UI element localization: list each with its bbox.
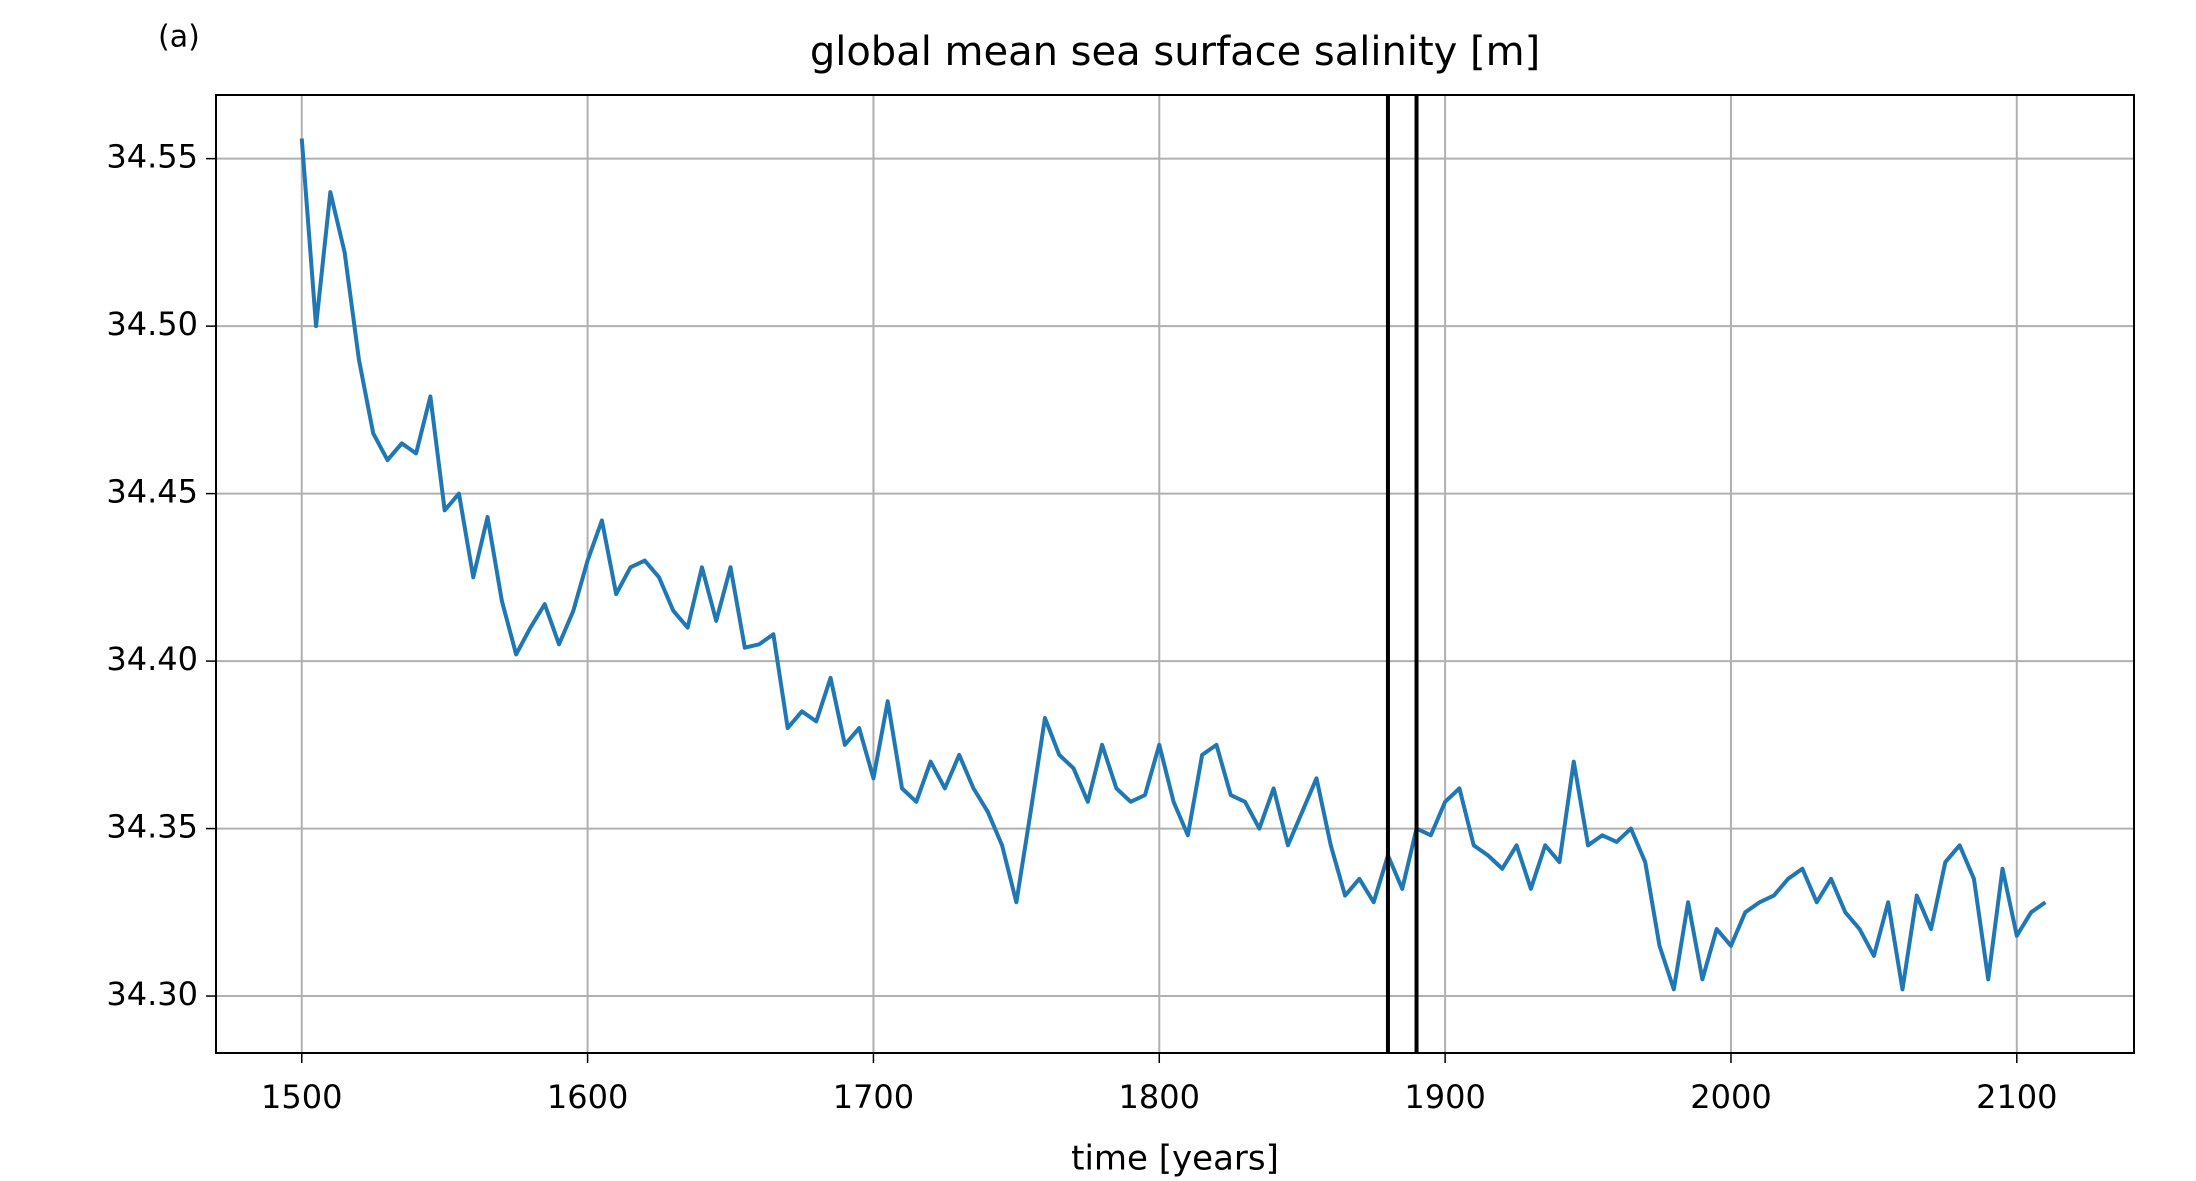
x-tick-label: 1600 [547,1078,628,1116]
x-axis-label: time [years] [1071,1139,1279,1179]
chart-title: global mean sea surface salinity [m] [810,29,1540,75]
x-tick-label: 1700 [833,1078,914,1116]
x-tick-label: 1900 [1404,1078,1485,1116]
y-tick-label: 34.35 [106,808,198,846]
x-tick-label: 1800 [1119,1078,1200,1116]
y-tick-label: 34.55 [106,138,198,176]
series-line [299,138,2047,992]
y-tick-label: 34.50 [106,305,198,343]
y-tick-label: 34.40 [106,640,198,678]
x-tick-label: 2100 [1976,1078,2057,1116]
plot-frame [215,94,2135,1054]
x-tick-label: 1500 [261,1078,342,1116]
y-tick-label: 34.45 [106,473,198,511]
y-tick-label: 34.30 [106,975,198,1013]
panel-label: (a) [158,20,200,55]
x-tick-label: 2000 [1690,1078,1771,1116]
